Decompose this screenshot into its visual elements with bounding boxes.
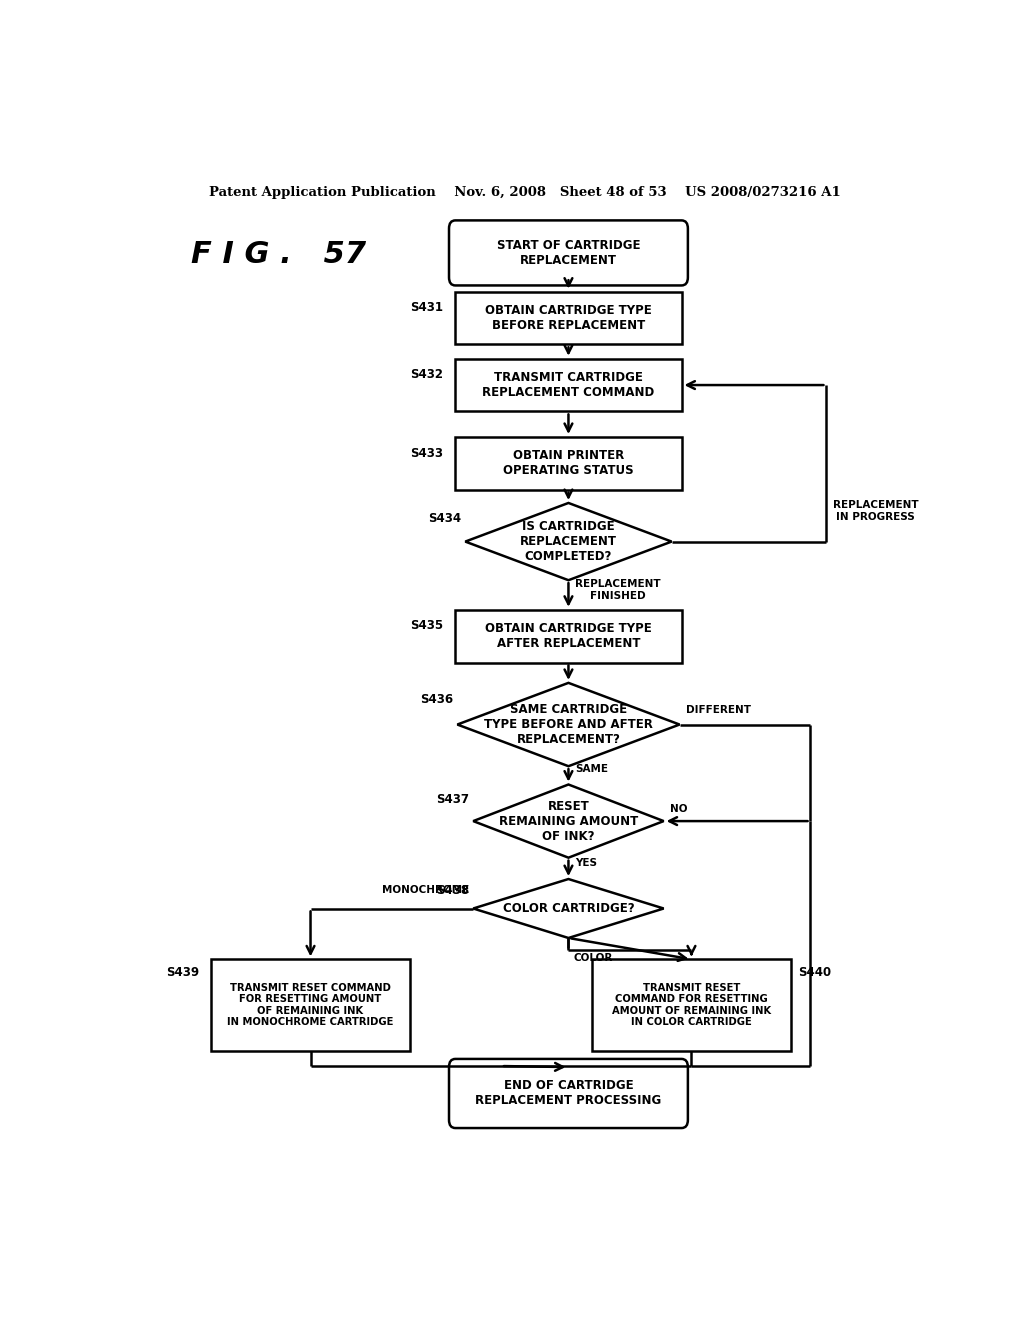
Text: S432: S432 [411,368,443,381]
Text: DIFFERENT: DIFFERENT [686,705,751,715]
FancyBboxPatch shape [449,1059,688,1129]
Bar [211,960,410,1051]
Bar [456,292,682,345]
Text: S438: S438 [436,884,469,898]
Polygon shape [458,682,680,766]
Text: Patent Application Publication    Nov. 6, 2008   Sheet 48 of 53    US 2008/02732: Patent Application Publication Nov. 6, 2… [209,186,841,199]
Text: F I G .   57: F I G . 57 [191,240,367,269]
Text: NO: NO [670,804,687,814]
Text: OBTAIN CARTRIDGE TYPE
AFTER REPLACEMENT: OBTAIN CARTRIDGE TYPE AFTER REPLACEMENT [485,622,652,651]
Text: COLOR CARTRIDGE?: COLOR CARTRIDGE? [503,902,634,915]
Text: S439: S439 [166,965,200,978]
Text: END OF CARTRIDGE
REPLACEMENT PROCESSING: END OF CARTRIDGE REPLACEMENT PROCESSING [475,1080,662,1107]
Polygon shape [473,879,664,939]
Text: RESET
REMAINING AMOUNT
OF INK?: RESET REMAINING AMOUNT OF INK? [499,800,638,842]
Polygon shape [465,503,672,581]
Text: TRANSMIT CARTRIDGE
REPLACEMENT COMMAND: TRANSMIT CARTRIDGE REPLACEMENT COMMAND [482,371,654,399]
Text: TRANSMIT RESET COMMAND
FOR RESETTING AMOUNT
OF REMAINING INK
IN MONOCHROME CARTR: TRANSMIT RESET COMMAND FOR RESETTING AMO… [227,982,393,1027]
Text: IS CARTRIDGE
REPLACEMENT
COMPLETED?: IS CARTRIDGE REPLACEMENT COMPLETED? [520,520,616,564]
Bar [592,960,791,1051]
Text: S436: S436 [420,693,454,706]
Text: OBTAIN PRINTER
OPERATING STATUS: OBTAIN PRINTER OPERATING STATUS [503,449,634,478]
Bar [456,437,682,490]
Bar [456,610,682,663]
Text: SAME CARTRIDGE
TYPE BEFORE AND AFTER
REPLACEMENT?: SAME CARTRIDGE TYPE BEFORE AND AFTER REP… [484,704,653,746]
Text: S431: S431 [411,301,443,314]
Text: OBTAIN CARTRIDGE TYPE
BEFORE REPLACEMENT: OBTAIN CARTRIDGE TYPE BEFORE REPLACEMENT [485,304,652,331]
Text: REPLACEMENT
FINISHED: REPLACEMENT FINISHED [574,579,660,601]
Bar [456,359,682,412]
Text: TRANSMIT RESET
COMMAND FOR RESETTING
AMOUNT OF REMAINING INK
IN COLOR CARTRIDGE: TRANSMIT RESET COMMAND FOR RESETTING AMO… [612,982,771,1027]
Text: S433: S433 [411,446,443,459]
Text: COLOR: COLOR [573,953,612,964]
Text: SAME: SAME [574,764,608,775]
Text: START OF CARTRIDGE
REPLACEMENT: START OF CARTRIDGE REPLACEMENT [497,239,640,267]
Text: YES: YES [574,858,597,869]
Text: MONOCHROME: MONOCHROME [382,886,469,895]
Text: REPLACEMENT
IN PROGRESS: REPLACEMENT IN PROGRESS [833,500,919,521]
Text: S434: S434 [428,512,462,525]
Polygon shape [473,784,664,858]
Text: S440: S440 [799,965,831,978]
Text: S435: S435 [411,619,443,632]
Text: S437: S437 [436,792,469,805]
FancyBboxPatch shape [449,220,688,285]
